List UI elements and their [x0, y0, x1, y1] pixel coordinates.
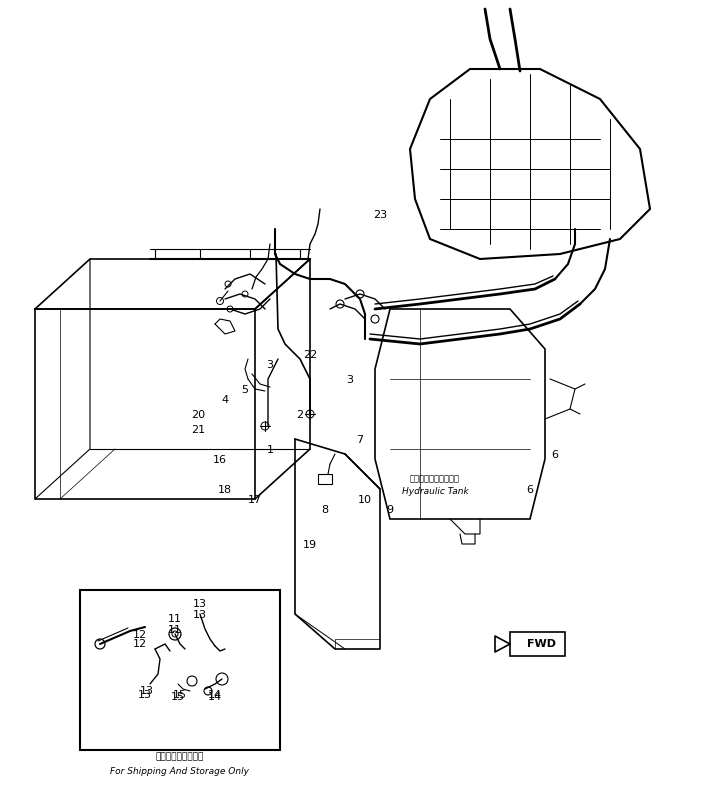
Text: Hydraulic Tank: Hydraulic Tank	[402, 487, 468, 495]
Text: 13: 13	[140, 686, 154, 696]
Text: 12: 12	[133, 639, 147, 649]
Text: 13: 13	[193, 599, 207, 609]
Text: 1: 1	[267, 445, 274, 455]
Text: 6: 6	[526, 485, 534, 495]
Text: 7: 7	[357, 435, 364, 445]
Text: 13: 13	[193, 610, 207, 620]
Text: 9: 9	[386, 505, 394, 515]
Text: For Shipping And Storage Only: For Shipping And Storage Only	[110, 766, 249, 776]
Text: FWD: FWD	[527, 639, 557, 649]
Text: 2: 2	[296, 410, 303, 420]
Text: 15: 15	[173, 690, 187, 700]
Text: 5: 5	[241, 385, 249, 395]
Text: 13: 13	[138, 690, 152, 700]
Text: 3: 3	[267, 360, 274, 370]
Text: 15: 15	[171, 692, 185, 702]
Text: 19: 19	[303, 540, 317, 550]
Text: 11: 11	[168, 614, 182, 624]
Text: 4: 4	[221, 395, 229, 405]
Text: 14: 14	[208, 692, 222, 702]
Text: 17: 17	[248, 495, 262, 505]
Bar	[80, 590, 280, 750]
Text: 23: 23	[373, 210, 387, 220]
Text: 3: 3	[347, 375, 354, 385]
Text: 11: 11	[168, 625, 182, 635]
Text: 14: 14	[208, 690, 222, 700]
Text: 10: 10	[358, 495, 372, 505]
Text: ハイドロリックタンク: ハイドロリックタンク	[410, 475, 460, 483]
Text: 20: 20	[191, 410, 205, 420]
Text: 12: 12	[133, 630, 147, 640]
Text: 6: 6	[552, 450, 559, 460]
Text: 16: 16	[213, 455, 227, 465]
Text: 21: 21	[191, 425, 205, 435]
Text: 18: 18	[218, 485, 232, 495]
Text: 輸送及び保管用部品: 輸送及び保管用部品	[156, 753, 204, 761]
Text: 8: 8	[322, 505, 329, 515]
Text: 22: 22	[303, 350, 317, 360]
